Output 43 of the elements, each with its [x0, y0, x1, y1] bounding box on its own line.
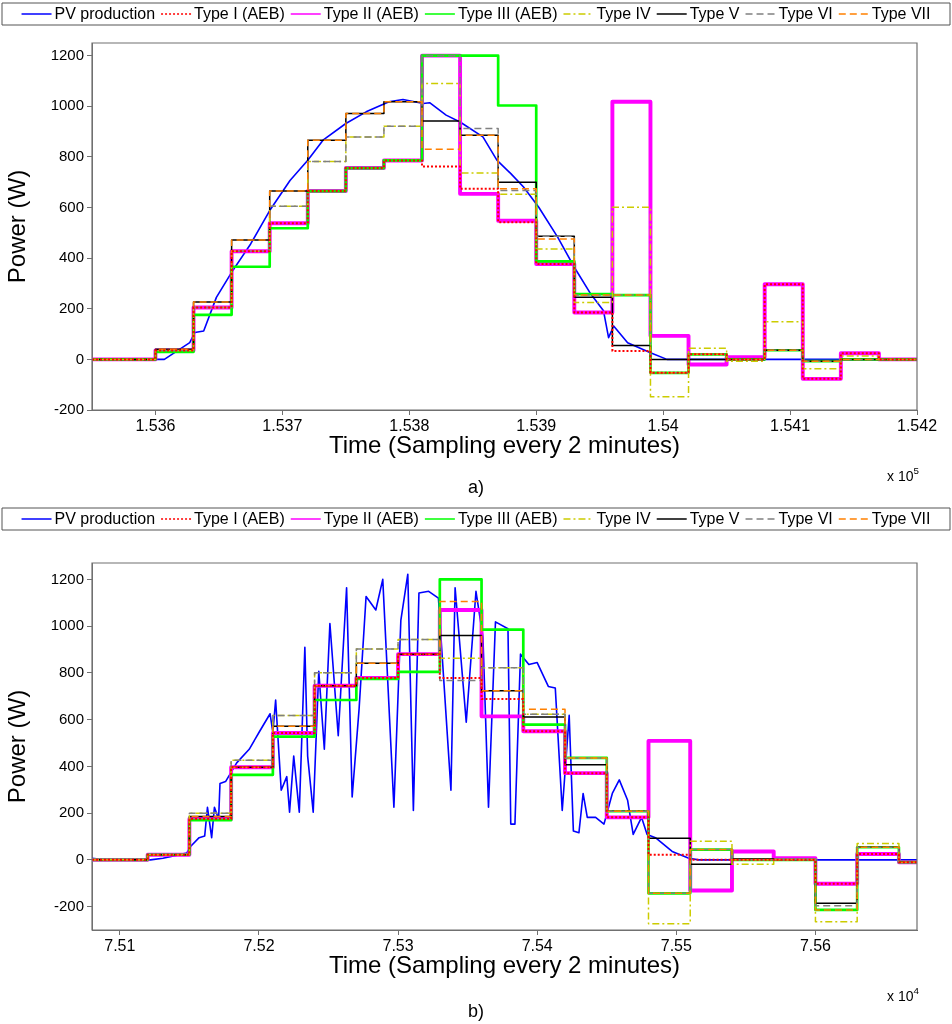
x-tick-label: 7.56: [799, 937, 832, 955]
x-tick-label: 1.541: [770, 417, 811, 435]
y-tick-label: 1200: [50, 45, 84, 63]
y-tick-label: 600: [58, 709, 84, 727]
x-tick-label: 1.536: [135, 417, 176, 435]
legend-label: Type IV: [596, 510, 652, 528]
legend-label: PV production: [54, 5, 156, 23]
legend-label: Type II (AEB): [323, 510, 419, 528]
legend-label: Type V: [689, 510, 740, 528]
y-tick-label: 1200: [50, 569, 84, 587]
legend-label: Type VII: [871, 5, 931, 23]
y-axis-title: Power (W): [3, 169, 31, 284]
text: a): [468, 476, 485, 497]
legend-label: Type IV: [596, 5, 652, 23]
text: b): [468, 1000, 485, 1021]
legend-label: Type III (AEB): [457, 510, 558, 528]
x-tick-label: 7.52: [243, 937, 275, 955]
x-tick-label: 1.537: [262, 417, 303, 435]
y-tick-label: 0: [75, 850, 84, 868]
x-tick-label: 1.542: [896, 417, 938, 435]
legend-label: Type II (AEB): [323, 5, 419, 23]
legend-label: Type III (AEB): [457, 5, 558, 23]
y-tick-label: 600: [58, 197, 84, 215]
legend-label: Type I (AEB): [194, 5, 285, 23]
legend-label: Type VI: [778, 5, 833, 23]
y-tick-label: 200: [58, 298, 84, 316]
y-tick-label: 0: [75, 349, 84, 367]
legend-label: Type VII: [871, 510, 931, 528]
y-tick-label: -200: [53, 400, 84, 418]
y-tick-label: 800: [58, 147, 84, 165]
legend-label: Type V: [689, 5, 740, 23]
y-tick-label: -200: [53, 896, 84, 914]
y-tick-label: 400: [58, 248, 84, 266]
legend-label: Type VI: [778, 510, 833, 528]
y-tick-label: 1000: [50, 96, 84, 114]
y-axis-title: Power (W): [3, 689, 31, 804]
y-tick-label: 400: [58, 756, 84, 774]
y-tick-label: 200: [58, 803, 84, 821]
legend-label: Type I (AEB): [194, 510, 285, 528]
legend-label: PV production: [54, 510, 156, 528]
y-tick-label: 800: [58, 663, 84, 681]
y-tick-label: 1000: [50, 616, 84, 634]
x-tick-label: 7.51: [104, 937, 136, 955]
